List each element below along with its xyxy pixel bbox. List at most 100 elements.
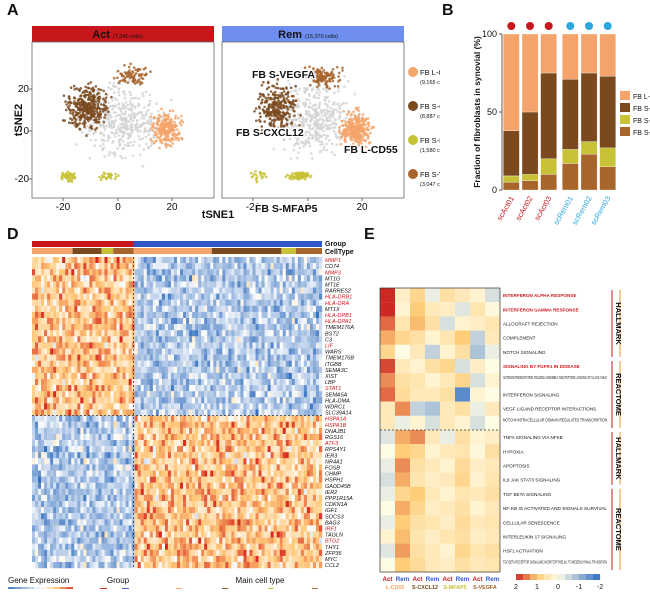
heatmap-cell [195, 263, 198, 269]
cell-point [311, 106, 314, 109]
cell-point [301, 174, 304, 177]
cell-point [99, 124, 102, 127]
heatmap-cell [319, 336, 322, 342]
heatmap-cell [126, 330, 129, 336]
heatmap-cell [262, 403, 265, 409]
heatmap-cell [171, 355, 174, 361]
heatmap-cell [141, 373, 144, 379]
heatmap-cell [243, 410, 246, 416]
cell-point [267, 81, 270, 84]
heatmap-cell [105, 349, 108, 355]
cell-point [99, 145, 102, 148]
heatmap-cell [204, 312, 207, 318]
heatmap-cell [240, 373, 243, 379]
heatmap-cell [265, 288, 268, 294]
cell-point [367, 123, 370, 126]
heatmap-cell [41, 403, 44, 409]
heatmap-cell [59, 324, 62, 330]
heatmap-cell [86, 373, 89, 379]
heatmap-cell [262, 281, 265, 287]
heatmap-cell [280, 403, 283, 409]
heatmap-cell [231, 300, 234, 306]
cell-point [307, 137, 310, 140]
heatmap-cell [98, 312, 101, 318]
heatmap-cell [156, 361, 159, 367]
bar-segment [581, 154, 597, 190]
heatmap-cell [38, 342, 41, 348]
heatmap-cell [192, 342, 195, 348]
cell-point [350, 114, 353, 117]
heatmap-cell [126, 288, 129, 294]
heatmap-cell [38, 300, 41, 306]
cell-point [270, 90, 273, 93]
heatmap-cell [195, 403, 198, 409]
heatmap-cell [307, 367, 310, 373]
group-track-rem [134, 241, 323, 247]
heatmap-cell [292, 257, 295, 263]
cell-point [61, 178, 64, 181]
heatmap-cell [313, 306, 316, 312]
heatmap-cell [44, 397, 47, 403]
heatmap-cell [159, 410, 162, 416]
heatmap-cell [98, 288, 101, 294]
cell-point [90, 139, 93, 142]
heatmap-cell [80, 288, 83, 294]
heatmap-cell [117, 391, 120, 397]
heatmap-cell [89, 275, 92, 281]
heatmap-cell [74, 288, 77, 294]
heatmap-cell [246, 397, 249, 403]
heatmap-cell [177, 367, 180, 373]
heatmap-cell [319, 397, 322, 403]
heatmap-cell [271, 330, 274, 336]
heatmap-cell [156, 275, 159, 281]
cell-point [295, 119, 298, 122]
heatmap-cell [246, 324, 249, 330]
cell-point [282, 87, 285, 90]
heatmap-cell [83, 263, 86, 269]
heatmap-cell [310, 361, 313, 367]
heatmap-cell [177, 342, 180, 348]
heatmap-cell [138, 300, 141, 306]
heatmap-cell [307, 269, 310, 275]
heatmap-cell [123, 269, 126, 275]
heatmap-cell [307, 397, 310, 403]
heatmap-cell [277, 294, 280, 300]
heatmap-cell [168, 385, 171, 391]
heatmap-cell [180, 373, 183, 379]
heatmap-cell [38, 355, 41, 361]
heatmap-cell [222, 373, 225, 379]
heatmap-cell [101, 294, 104, 300]
heatmap-cell [44, 330, 47, 336]
cell-point [335, 135, 338, 138]
heatmap-cell [283, 263, 286, 269]
heatmap-cell [138, 312, 141, 318]
heatmap-cell [32, 349, 35, 355]
bar-segment [522, 174, 538, 180]
heatmap-cell [101, 385, 104, 391]
heatmap-cell [183, 385, 186, 391]
heatmap-cell [156, 288, 159, 294]
heatmap-cell [114, 349, 117, 355]
heatmap-cell [162, 312, 165, 318]
heatmap-cell [213, 281, 216, 287]
heatmap-cell [210, 318, 213, 324]
heatmap-cell [207, 257, 210, 263]
heatmap-cell [123, 294, 126, 300]
heatmap-cell [225, 263, 228, 269]
heatmap-cell [44, 385, 47, 391]
cell-point [266, 108, 269, 111]
heatmap-cell [280, 300, 283, 306]
heatmap-cell [259, 324, 262, 330]
heatmap-cell [207, 336, 210, 342]
cell-point [124, 110, 127, 113]
heatmap-cell [253, 330, 256, 336]
heatmap-cell [237, 312, 240, 318]
heatmap-cell [316, 288, 319, 294]
heatmap-cell [243, 373, 246, 379]
cell-point [72, 174, 75, 177]
heatmap-cell [150, 257, 153, 263]
heatmap-cell [101, 300, 104, 306]
heatmap-cell [213, 403, 216, 409]
cell-point [283, 115, 286, 118]
heatmap-cell [117, 263, 120, 269]
